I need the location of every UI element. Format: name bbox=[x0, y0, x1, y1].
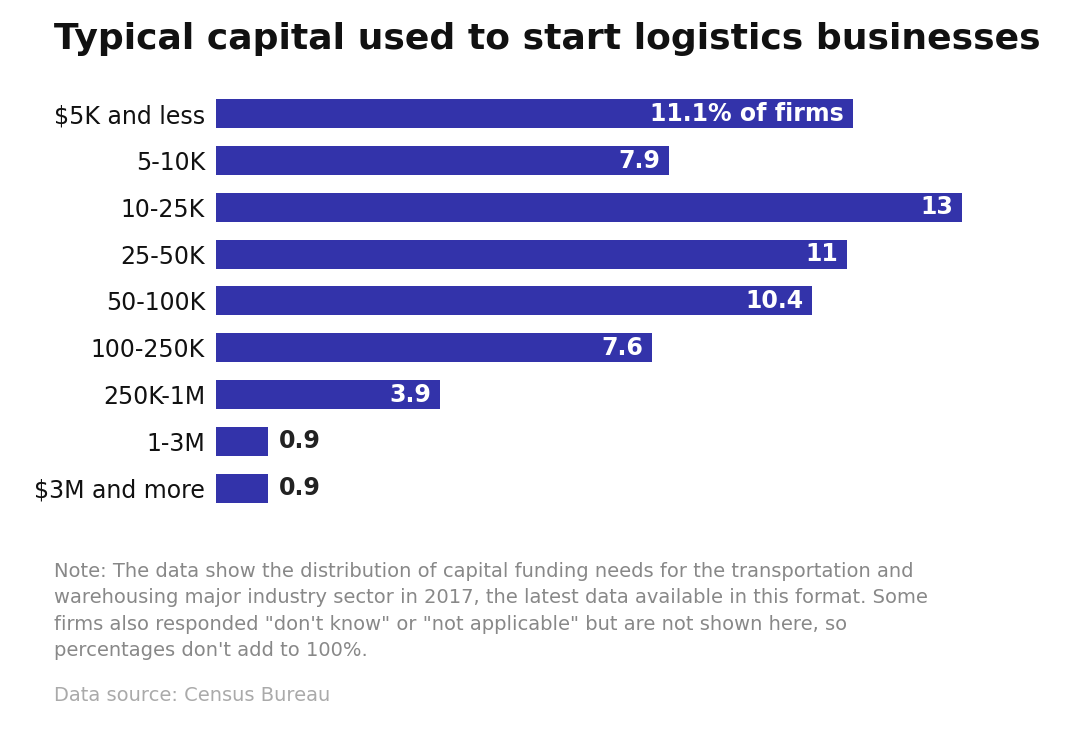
Bar bbox=[216, 146, 670, 175]
Text: 11: 11 bbox=[806, 242, 838, 266]
Text: 7.9: 7.9 bbox=[619, 148, 661, 172]
Bar bbox=[216, 240, 847, 269]
Text: 3.9: 3.9 bbox=[389, 382, 431, 407]
Bar bbox=[216, 99, 852, 128]
Bar bbox=[216, 426, 268, 456]
Text: 0.9: 0.9 bbox=[279, 429, 321, 454]
Text: 10.4: 10.4 bbox=[745, 289, 804, 313]
Text: 0.9: 0.9 bbox=[279, 476, 321, 500]
Text: 11.1% of firms: 11.1% of firms bbox=[650, 102, 843, 126]
Bar bbox=[216, 473, 268, 503]
Text: Note: The data show the distribution of capital funding needs for the transporta: Note: The data show the distribution of … bbox=[54, 562, 928, 660]
Bar bbox=[216, 193, 961, 222]
Text: Data source: Census Bureau: Data source: Census Bureau bbox=[54, 686, 330, 705]
Text: 7.6: 7.6 bbox=[602, 335, 644, 360]
Bar bbox=[216, 333, 652, 362]
Bar bbox=[216, 380, 440, 409]
Bar bbox=[216, 286, 812, 316]
Text: Typical capital used to start logistics businesses: Typical capital used to start logistics … bbox=[54, 22, 1041, 56]
Text: 13: 13 bbox=[920, 195, 953, 219]
